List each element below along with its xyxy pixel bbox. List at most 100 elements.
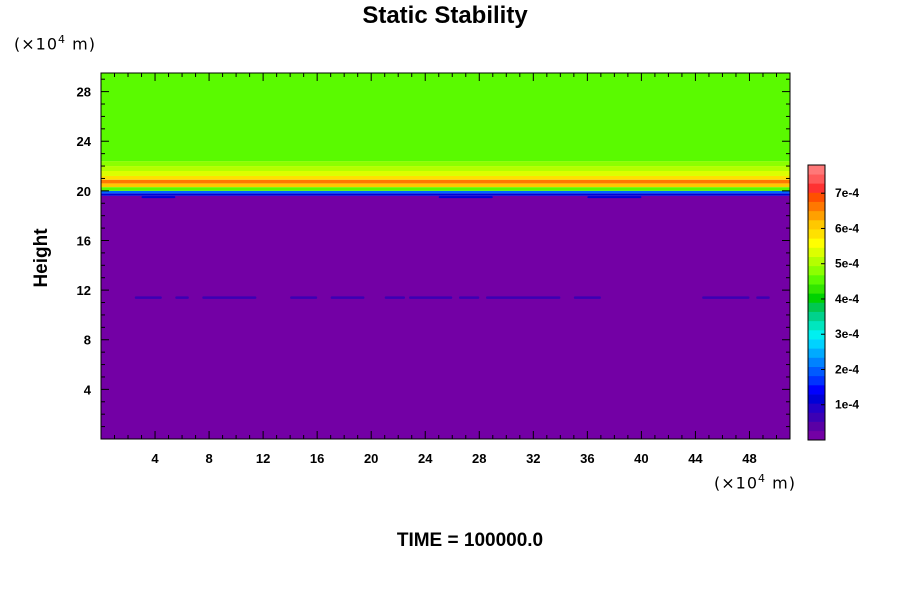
y-tick: 16 [77,233,91,248]
streaks-segment-0-11 [756,296,770,299]
x-tick-label: 48 [742,451,756,466]
x-tick-label: 44 [688,451,703,466]
colorbar-segment [808,247,825,257]
colorbar-segment [808,330,825,340]
y-tick-label: 8 [84,333,91,348]
x-axis-unit: (×104 m) [714,472,796,493]
y-tick-label: 28 [77,85,91,100]
heatmap-field [101,73,790,439]
field-band-4 [101,183,790,188]
field-band-9 [101,161,790,167]
colorbar-tick-label: 7e-4 [835,186,859,200]
colorbar-segment [808,311,825,322]
colorbar-segment [808,275,825,285]
colorbar-segment [808,238,825,248]
colorbar-segment [808,183,825,193]
y-tick: 4 [84,382,92,397]
time-label: TIME = 100000.0 [396,530,544,551]
x-tick-label: 8 [205,451,212,466]
colorbar-tick: 5e-4 [821,257,859,271]
y-tick: 28 [77,85,91,100]
colorbar-tick-label: 5e-4 [835,257,859,271]
streaks-segment-0-6 [409,296,453,299]
streaks-segment-0-9 [573,296,601,299]
x-tick-label: 12 [256,451,270,466]
colorbar-tick: 6e-4 [821,221,859,235]
colorbar-segment [808,201,825,212]
y-tick-label: 20 [77,184,91,199]
field-band-8 [101,166,790,172]
streaks-segment-0-7 [459,296,480,299]
colorbar-segment [808,165,825,175]
y-tick-label: 12 [77,283,91,298]
x-tick-label: 16 [310,451,324,466]
y-tick-label: 4 [84,382,92,397]
x-tick-label: 20 [364,451,378,466]
y-axis: 4 8 12 16 20 24 28 [77,78,790,428]
chart-title: Static Stability [362,2,528,29]
band-segment-1-2 [587,196,642,199]
x-tick: 8 [205,451,212,466]
x-tick-label: 28 [472,451,486,466]
colorbar-segment [808,385,825,395]
x-tick: 16 [310,451,324,466]
field-band-1 [101,193,790,196]
field-band-5 [101,179,790,184]
x-tick: 20 [364,451,378,466]
field-band-7 [101,171,790,176]
colorbar-tick-label: 3e-4 [835,327,859,341]
y-tick: 8 [84,333,91,348]
colorbar-tick: 4e-4 [821,292,859,306]
colorbar-frame [807,164,826,441]
colorbar-segment [808,210,825,221]
x-axis: 4 8 12 16 20 24 28 32 36 40 44 48 [114,73,777,466]
colorbar-tick: 7e-4 [821,186,859,200]
colorbar-tick-label: 6e-4 [835,221,859,235]
colorbar-tick: 2e-4 [821,362,859,376]
x-tick-label: 24 [418,451,433,466]
x-tick: 28 [472,451,486,466]
colorbar-segment [808,256,825,267]
colorbar-segment [808,366,825,377]
x-tick: 44 [688,451,703,466]
colorbar-segment [808,430,825,441]
y-tick-label: 16 [77,233,91,248]
colorbar-segment [808,421,825,432]
x-tick: 24 [418,451,433,466]
colorbar-segment [808,339,825,349]
colorbar-segment [808,375,825,386]
x-tick-label: 40 [634,451,648,466]
x-tick: 12 [256,451,270,466]
field-band-2 [101,190,790,194]
streaks-segment-0-1 [175,296,189,299]
streaks-segment-0-2 [202,296,257,299]
colorbar-segment [808,284,825,294]
x-tick: 32 [526,451,540,466]
colorbar-tick: 3e-4 [821,327,859,341]
streaks-segment-0-10 [702,296,750,299]
plot-frame [100,72,791,440]
colorbar-tick-label: 4e-4 [835,292,859,306]
band-segment-1-0 [141,196,176,199]
band-segment-1-1 [438,196,493,199]
colorbar-segment [808,302,825,312]
x-tick-label: 4 [151,451,159,466]
colorbar: 1e-4 2e-4 3e-4 4e-4 5e-4 6e-4 7e-4 [807,164,859,441]
x-tick-label: 36 [580,451,594,466]
x-tick-label: 32 [526,451,540,466]
colorbar-segment [808,394,825,404]
y-tick: 24 [77,134,92,149]
colorbar-segment [808,403,825,413]
colorbar-tick-label: 1e-4 [835,398,859,412]
field-band-3 [101,187,790,191]
streaks-segment-0-0 [134,296,162,299]
x-tick: 4 [151,451,159,466]
colorbar-segment [808,192,825,202]
x-tick: 48 [742,451,756,466]
colorbar-segment [808,265,825,276]
x-tick: 40 [634,451,648,466]
y-tick: 20 [77,184,91,199]
colorbar-segment [808,229,825,239]
colorbar-segment [808,293,825,303]
y-tick: 12 [77,283,91,298]
